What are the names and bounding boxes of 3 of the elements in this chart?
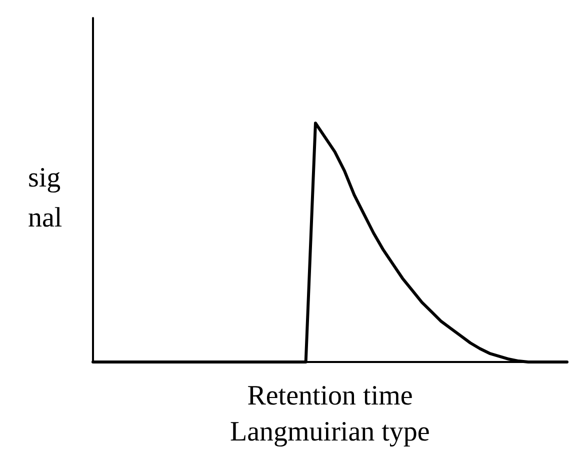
text: Langmuirian type (230, 416, 430, 448)
y-axis-title: sig nal (28, 162, 62, 234)
x-axis-title: Retention time (247, 380, 413, 412)
